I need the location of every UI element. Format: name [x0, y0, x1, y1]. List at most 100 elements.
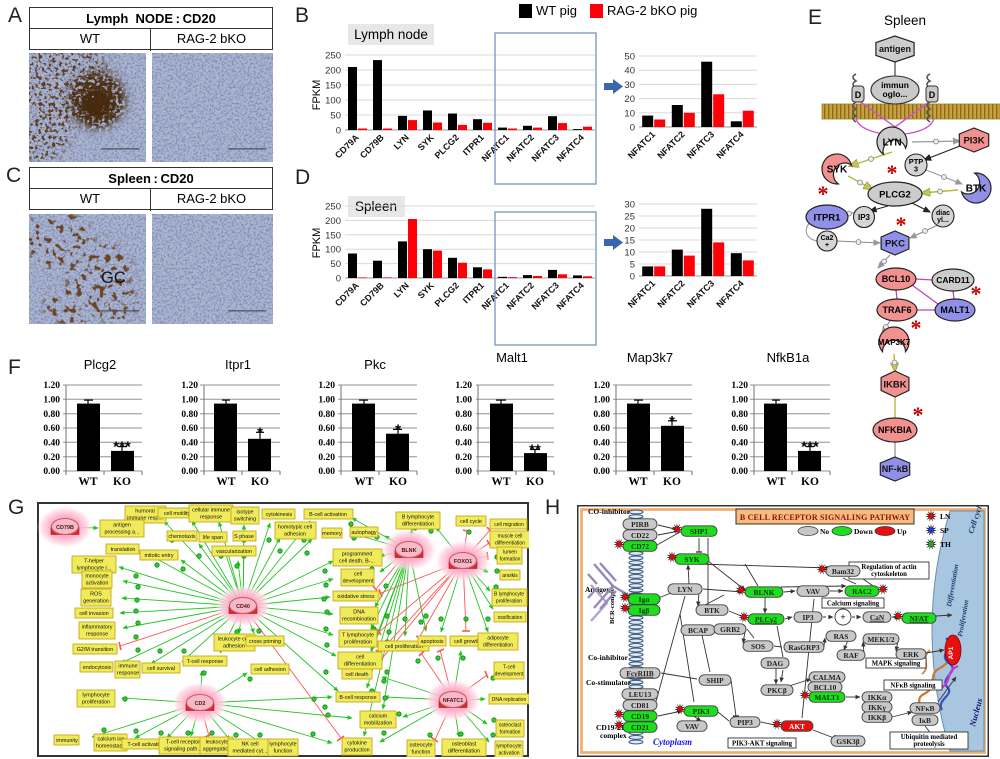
svg-text:5: 5 — [630, 260, 635, 271]
svg-text:WT: WT — [491, 476, 511, 488]
svg-text:NFATC4: NFATC4 — [555, 280, 586, 311]
svg-text:PLCG2: PLCG2 — [433, 132, 461, 160]
svg-text:NFATC1: NFATC1 — [443, 698, 464, 704]
svg-text:PLCγ2: PLCγ2 — [755, 615, 777, 624]
svg-text:CD40: CD40 — [236, 604, 250, 610]
svg-text:200: 200 — [325, 216, 341, 227]
svg-text:Igβ: Igβ — [639, 606, 650, 615]
svg-text:differentiation: differentiation — [402, 521, 434, 527]
svg-text:T-cell activation: T-cell activation — [127, 742, 164, 748]
svg-text:CD72: CD72 — [631, 542, 649, 551]
svg-text:T-helper: T-helper — [84, 559, 104, 565]
svg-text:KO: KO — [801, 476, 819, 488]
svg-text:NFATC3: NFATC3 — [685, 129, 716, 160]
svg-text:PKCβ: PKCβ — [767, 686, 787, 695]
svg-text:IKKβ: IKKβ — [868, 713, 886, 722]
svg-text:development: development — [495, 671, 524, 677]
svg-text:0.60: 0.60 — [593, 424, 610, 434]
svg-text:50: 50 — [330, 259, 341, 270]
svg-text:1.00: 1.00 — [593, 396, 610, 406]
svg-text:1.00: 1.00 — [181, 396, 198, 406]
svg-text:0.80: 0.80 — [43, 410, 60, 420]
svg-text:switching: switching — [234, 516, 256, 522]
svg-text:differentiation: differentiation — [448, 748, 480, 754]
svg-text:1.20: 1.20 — [181, 381, 198, 391]
svg-text:NFAT: NFAT — [909, 614, 928, 623]
svg-text:NFATC4: NFATC4 — [714, 129, 745, 160]
svg-text:0.80: 0.80 — [455, 410, 472, 420]
svg-text:T-cell receptor: T-cell receptor — [166, 740, 200, 746]
svg-text:D: D — [855, 90, 862, 100]
svg-text:0: 0 — [336, 274, 341, 285]
svg-text:mobilization: mobilization — [364, 720, 392, 726]
svg-text:WT: WT — [766, 476, 786, 488]
svg-text:osteoblast: osteoblast — [452, 742, 477, 748]
svg-text:CaN: CaN — [870, 613, 885, 622]
svg-text:RasGRP3: RasGRP3 — [788, 643, 820, 652]
svg-text:TH: TH — [940, 540, 951, 549]
svg-text:mitotic entry: mitotic entry — [144, 553, 173, 559]
svg-text:0.00: 0.00 — [593, 467, 610, 477]
svg-text:osteoclast: osteoclast — [499, 723, 522, 729]
svg-text:BCR-complex: BCR-complex — [609, 584, 616, 624]
svg-text:LYN: LYN — [392, 132, 411, 151]
svg-text:formation: formation — [500, 729, 521, 735]
svg-text:10: 10 — [624, 248, 635, 259]
svg-text:*: * — [896, 212, 907, 237]
svg-text:DNA replication: DNA replication — [492, 697, 527, 703]
svg-text:NFATC1: NFATC1 — [626, 278, 657, 309]
svg-text:immune: immune — [118, 664, 137, 670]
svg-text:CD79B: CD79B — [358, 280, 386, 308]
svg-text:1.20: 1.20 — [731, 381, 748, 391]
svg-text:1.00: 1.00 — [731, 396, 748, 406]
svg-text:immune resp...: immune resp... — [127, 515, 163, 521]
svg-text:Ca2: Ca2 — [821, 235, 834, 242]
svg-text:yl...: yl... — [937, 217, 949, 224]
svg-text:oxidative stress: oxidative stress — [337, 594, 374, 600]
svg-text:D: D — [929, 90, 936, 100]
svg-text:0: 0 — [630, 123, 635, 134]
svg-text:***: *** — [113, 439, 131, 456]
svg-text:isotype: isotype — [236, 510, 253, 516]
svg-text:B-cell response: B-cell response — [339, 695, 376, 701]
svg-text:3: 3 — [914, 164, 918, 173]
svg-text:WT pig: WT pig — [536, 3, 577, 18]
svg-text:monocyte: monocyte — [85, 574, 108, 580]
svg-text:Calcium signaling: Calcium signaling — [827, 601, 880, 608]
svg-text:0.00: 0.00 — [731, 467, 748, 477]
svg-text:memory: memory — [322, 531, 342, 537]
svg-text:VAV: VAV — [806, 587, 821, 596]
svg-text:WT: WT — [354, 476, 374, 488]
svg-text:0: 0 — [630, 272, 635, 283]
svg-text:Map3k7: Map3k7 — [627, 350, 673, 365]
svg-text:Bam32: Bam32 — [832, 567, 854, 576]
svg-text:NK cell: NK cell — [241, 742, 258, 748]
svg-text:0: 0 — [336, 126, 341, 137]
svg-text:immun: immun — [881, 80, 909, 90]
svg-text:FcγRIIB: FcγRIIB — [626, 669, 653, 678]
svg-text:differentiation: differentiation — [344, 661, 376, 667]
svg-text:IP3: IP3 — [858, 213, 871, 222]
svg-text:15: 15 — [624, 236, 635, 247]
svg-text:Cytoplasm: Cytoplasm — [653, 737, 692, 747]
svg-text:25: 25 — [624, 212, 635, 223]
svg-text:0.20: 0.20 — [181, 453, 198, 463]
svg-text:cell cycle: cell cycle — [460, 519, 482, 525]
svg-text:CO-inhibitor: CO-inhibitor — [588, 507, 631, 516]
svg-text:formation: formation — [500, 556, 521, 562]
svg-text:AP1: AP1 — [948, 646, 955, 659]
svg-text:ROS: ROS — [90, 592, 102, 598]
svg-text:lymphocyte: lymphocyte — [82, 693, 109, 699]
svg-text:***: *** — [801, 439, 819, 456]
svg-text:Itpr1: Itpr1 — [225, 357, 251, 372]
svg-text:Up: Up — [897, 527, 907, 536]
svg-text:250: 250 — [325, 202, 341, 213]
svg-text:0.40: 0.40 — [455, 439, 472, 449]
svg-text:SOS: SOS — [751, 642, 765, 651]
svg-text:*: * — [911, 315, 922, 340]
svg-text:inflammatory: inflammatory — [82, 625, 113, 631]
svg-text:NFκB: NFκB — [916, 704, 935, 713]
svg-text:RAS: RAS — [834, 632, 849, 641]
svg-text:generation: generation — [83, 598, 108, 604]
svg-text:PKC: PKC — [885, 238, 905, 249]
